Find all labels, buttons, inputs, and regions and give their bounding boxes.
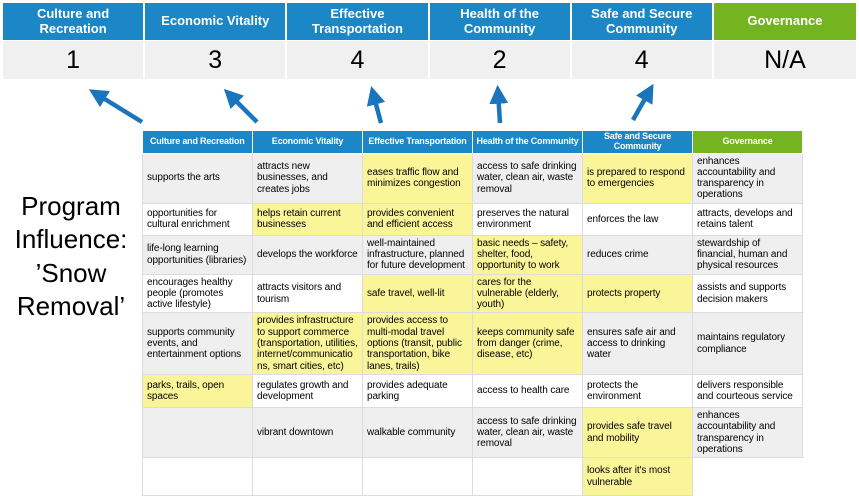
matrix-cell: attracts new businesses, and creates job… xyxy=(252,152,363,204)
scorecard-column: Culture and Recreation 1 xyxy=(3,3,146,79)
up-arrow-icon-3 xyxy=(366,86,386,124)
matrix-cell: walkable community xyxy=(362,406,473,459)
matrix-column-header: Culture and Recreation xyxy=(142,131,253,154)
matrix-cell: provides convenient and efficient access xyxy=(362,202,473,236)
up-arrow-icon-4 xyxy=(489,84,509,124)
matrix-cell: provides infrastructure to support comme… xyxy=(252,312,363,375)
matrix-row: parks, trails, open spaces regulates grow… xyxy=(142,373,803,408)
matrix-cell: well-maintained infrastructure, planned … xyxy=(362,234,473,275)
matrix-cell: basic needs – safety, shelter, food, opp… xyxy=(472,234,583,275)
scorecard-column: Health of the Community 2 xyxy=(429,3,572,79)
matrix-cell: vibrant downtown xyxy=(252,406,363,459)
matrix-cell: parks, trails, open spaces xyxy=(142,373,253,408)
matrix-row: looks after it's most vulnerable xyxy=(142,457,803,496)
scorecard-header: Effective Transportation xyxy=(287,3,430,40)
scorecard-column: Effective Transportation 4 xyxy=(287,3,430,79)
matrix-cell: supports community events, and entertain… xyxy=(142,312,253,375)
matrix-cell: protects property xyxy=(582,273,693,314)
matrix-row: opportunities for cultural enrichment hel… xyxy=(142,202,803,236)
matrix-cell: assists and supports decision makers xyxy=(692,273,803,314)
scorecard-column: Governance N/A xyxy=(713,3,856,79)
scorecard-score: 4 xyxy=(571,41,714,79)
matrix-cell xyxy=(692,457,803,496)
influence-arrows xyxy=(88,83,654,124)
matrix-column-header: Health of the Community xyxy=(472,131,583,154)
matrix-cell: safe travel, well-lit xyxy=(362,273,473,314)
scorecard-header: Health of the Community xyxy=(429,3,572,40)
scorecard-score: 3 xyxy=(145,41,288,79)
matrix-row: supports the arts attracts new businesses… xyxy=(142,152,803,204)
matrix-cell xyxy=(142,406,253,459)
matrix-cell: attracts visitors and tourism xyxy=(252,273,363,314)
matrix-cell: access to safe drinking water, clean air… xyxy=(472,406,583,459)
matrix-body: supports the arts attracts new businesses… xyxy=(142,152,803,496)
influence-matrix: Culture and Recreation Economic Vitality E… xyxy=(142,131,803,496)
matrix-cell: maintains regulatory compliance xyxy=(692,312,803,375)
matrix-cell: preserves the natural environment xyxy=(472,202,583,236)
matrix-cell: keeps community safe from danger (crime,… xyxy=(472,312,583,375)
matrix-cell: supports the arts xyxy=(142,152,253,204)
matrix-column-header: Economic Vitality xyxy=(252,131,363,154)
up-arrow-icon-1 xyxy=(88,89,144,124)
matrix-cell: delivers responsible and courteous servi… xyxy=(692,373,803,408)
matrix-cell: reduces crime xyxy=(582,234,693,275)
matrix-cell: attracts, develops and retains talent xyxy=(692,202,803,236)
matrix-cell: develops the workforce xyxy=(252,234,363,275)
program-influence-title: Program Influence: ’Snow Removal’ xyxy=(14,191,128,321)
matrix-cell: eases traffic flow and minimizes congest… xyxy=(362,152,473,204)
matrix-cell: provides access to multi-modal travel op… xyxy=(362,312,473,375)
matrix-column-header: Safe and Secure Community xyxy=(582,131,693,154)
up-arrow-icon-2 xyxy=(223,88,259,124)
matrix-cell: enhances accountability and transparency… xyxy=(692,406,803,459)
matrix-cell xyxy=(142,457,253,496)
scorecard-column: Safe and Secure Community 4 xyxy=(571,3,714,79)
scorecard-header: Economic Vitality xyxy=(145,3,288,40)
scorecard: Culture and Recreation 1 Economic Vitality… xyxy=(3,3,856,79)
matrix-cell xyxy=(472,457,583,496)
matrix-cell: encourages healthy people (promotes acti… xyxy=(142,273,253,314)
matrix-cell: access to health care xyxy=(472,373,583,408)
up-arrow-icon-5 xyxy=(631,83,654,122)
matrix-cell: provides safe travel and mobility xyxy=(582,406,693,459)
matrix-cell: is prepared to respond to emergencies xyxy=(582,152,693,204)
matrix-cell: opportunities for cultural enrichment xyxy=(142,202,253,236)
matrix-row: vibrant downtown walkable community access… xyxy=(142,406,803,459)
matrix-row: encourages healthy people (promotes acti… xyxy=(142,273,803,314)
matrix-cell: regulates growth and development xyxy=(252,373,363,408)
matrix-column-header: Governance xyxy=(692,131,803,154)
scorecard-header: Safe and Secure Community xyxy=(571,3,714,40)
matrix-cell: protects the environment xyxy=(582,373,693,408)
scorecard-header: Governance xyxy=(713,3,856,40)
matrix-cell: ensures safe air and access to drinking … xyxy=(582,312,693,375)
matrix-cell: access to safe drinking water, clean air… xyxy=(472,152,583,204)
scorecard-score: 2 xyxy=(429,41,572,79)
scorecard-score: N/A xyxy=(713,41,856,79)
matrix-column-header: Effective Transportation xyxy=(362,131,473,154)
matrix-cell: cares for the vulnerable (elderly, youth… xyxy=(472,273,583,314)
matrix-cell: stewardship of financial, human and phys… xyxy=(692,234,803,275)
matrix-row: life-long learning opportunities (librar… xyxy=(142,234,803,275)
scorecard-header: Culture and Recreation xyxy=(3,3,146,40)
matrix-cell: looks after it's most vulnerable xyxy=(582,457,693,496)
matrix-cell: helps retain current businesses xyxy=(252,202,363,236)
scorecard-score: 4 xyxy=(287,41,430,79)
matrix-cell: provides adequate parking xyxy=(362,373,473,408)
matrix-row: supports community events, and entertain… xyxy=(142,312,803,375)
scorecard-column: Economic Vitality 3 xyxy=(145,3,288,79)
matrix-cell xyxy=(362,457,473,496)
matrix-cell: enforces the law xyxy=(582,202,693,236)
matrix-cell xyxy=(252,457,363,496)
matrix-cell: enhances accountability and transparency… xyxy=(692,152,803,204)
scorecard-score: 1 xyxy=(3,41,146,79)
matrix-header-row: Culture and Recreation Economic Vitality E… xyxy=(142,131,803,154)
matrix-cell: life-long learning opportunities (librar… xyxy=(142,234,253,275)
